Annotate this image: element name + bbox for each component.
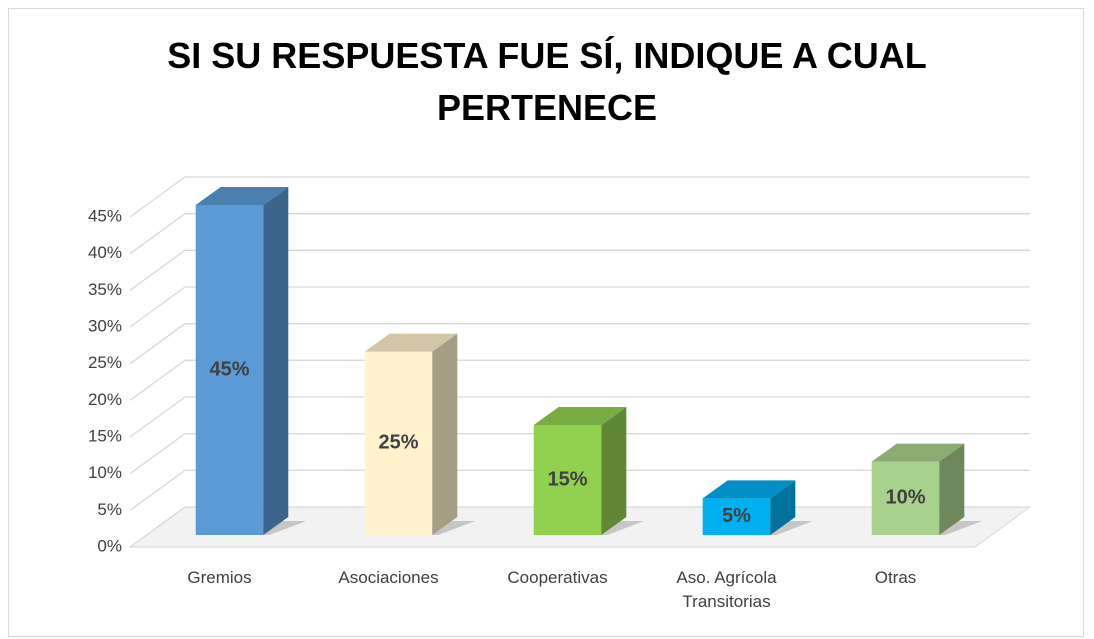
bar-side (601, 407, 627, 535)
x-tick-label: Cooperativas (507, 568, 608, 587)
grid-line (129, 433, 1030, 475)
value-label: 10% (885, 487, 925, 509)
bar-side (770, 480, 796, 535)
grid-line (129, 286, 1030, 328)
grid-line (129, 213, 1030, 255)
value-label: 5% (722, 505, 751, 527)
value-label: 25% (378, 432, 418, 454)
y-tick-label: 0% (97, 536, 122, 555)
bar (195, 205, 264, 535)
x-tick-label: Gremios (187, 568, 252, 587)
chart-frame (8, 8, 1084, 637)
bar (364, 351, 433, 535)
grid-line (129, 359, 1030, 401)
x-tick-label: Aso. Agrícola Transitorias (676, 568, 777, 611)
x-tick-label: Asociaciones (338, 568, 439, 587)
bar-side (939, 443, 965, 535)
bar-top (871, 443, 965, 462)
chart-title: SI SU RESPUESTA FUE SÍ, INDIQUE A CUAL P… (167, 35, 927, 128)
bar-top (364, 333, 458, 352)
bar (871, 461, 940, 535)
y-tick-label: 30% (88, 316, 122, 335)
y-tick-label: 20% (88, 390, 122, 409)
y-tick-label: 10% (88, 463, 122, 482)
bar-side (432, 333, 458, 535)
y-tick-label: 45% (88, 206, 122, 225)
y-tick-label: 40% (88, 243, 122, 262)
x-tick-label: Otras (874, 568, 917, 587)
bar-top (702, 480, 796, 499)
bar-side (263, 187, 289, 535)
y-tick-label: 35% (88, 280, 122, 299)
grid-line (129, 323, 1030, 365)
bar-top (195, 187, 289, 205)
grid-line (129, 469, 1030, 511)
y-tick-label: 15% (88, 426, 122, 445)
grid-line (129, 249, 1030, 291)
y-tick-label: 25% (88, 353, 122, 372)
y-tick-label: 5% (97, 500, 122, 519)
bar (533, 425, 602, 535)
grid-line (129, 396, 1030, 438)
value-label: 45% (209, 358, 249, 380)
bar-top (533, 407, 627, 425)
bar (702, 498, 771, 535)
grid-line (129, 176, 1030, 218)
value-label: 15% (547, 468, 587, 490)
